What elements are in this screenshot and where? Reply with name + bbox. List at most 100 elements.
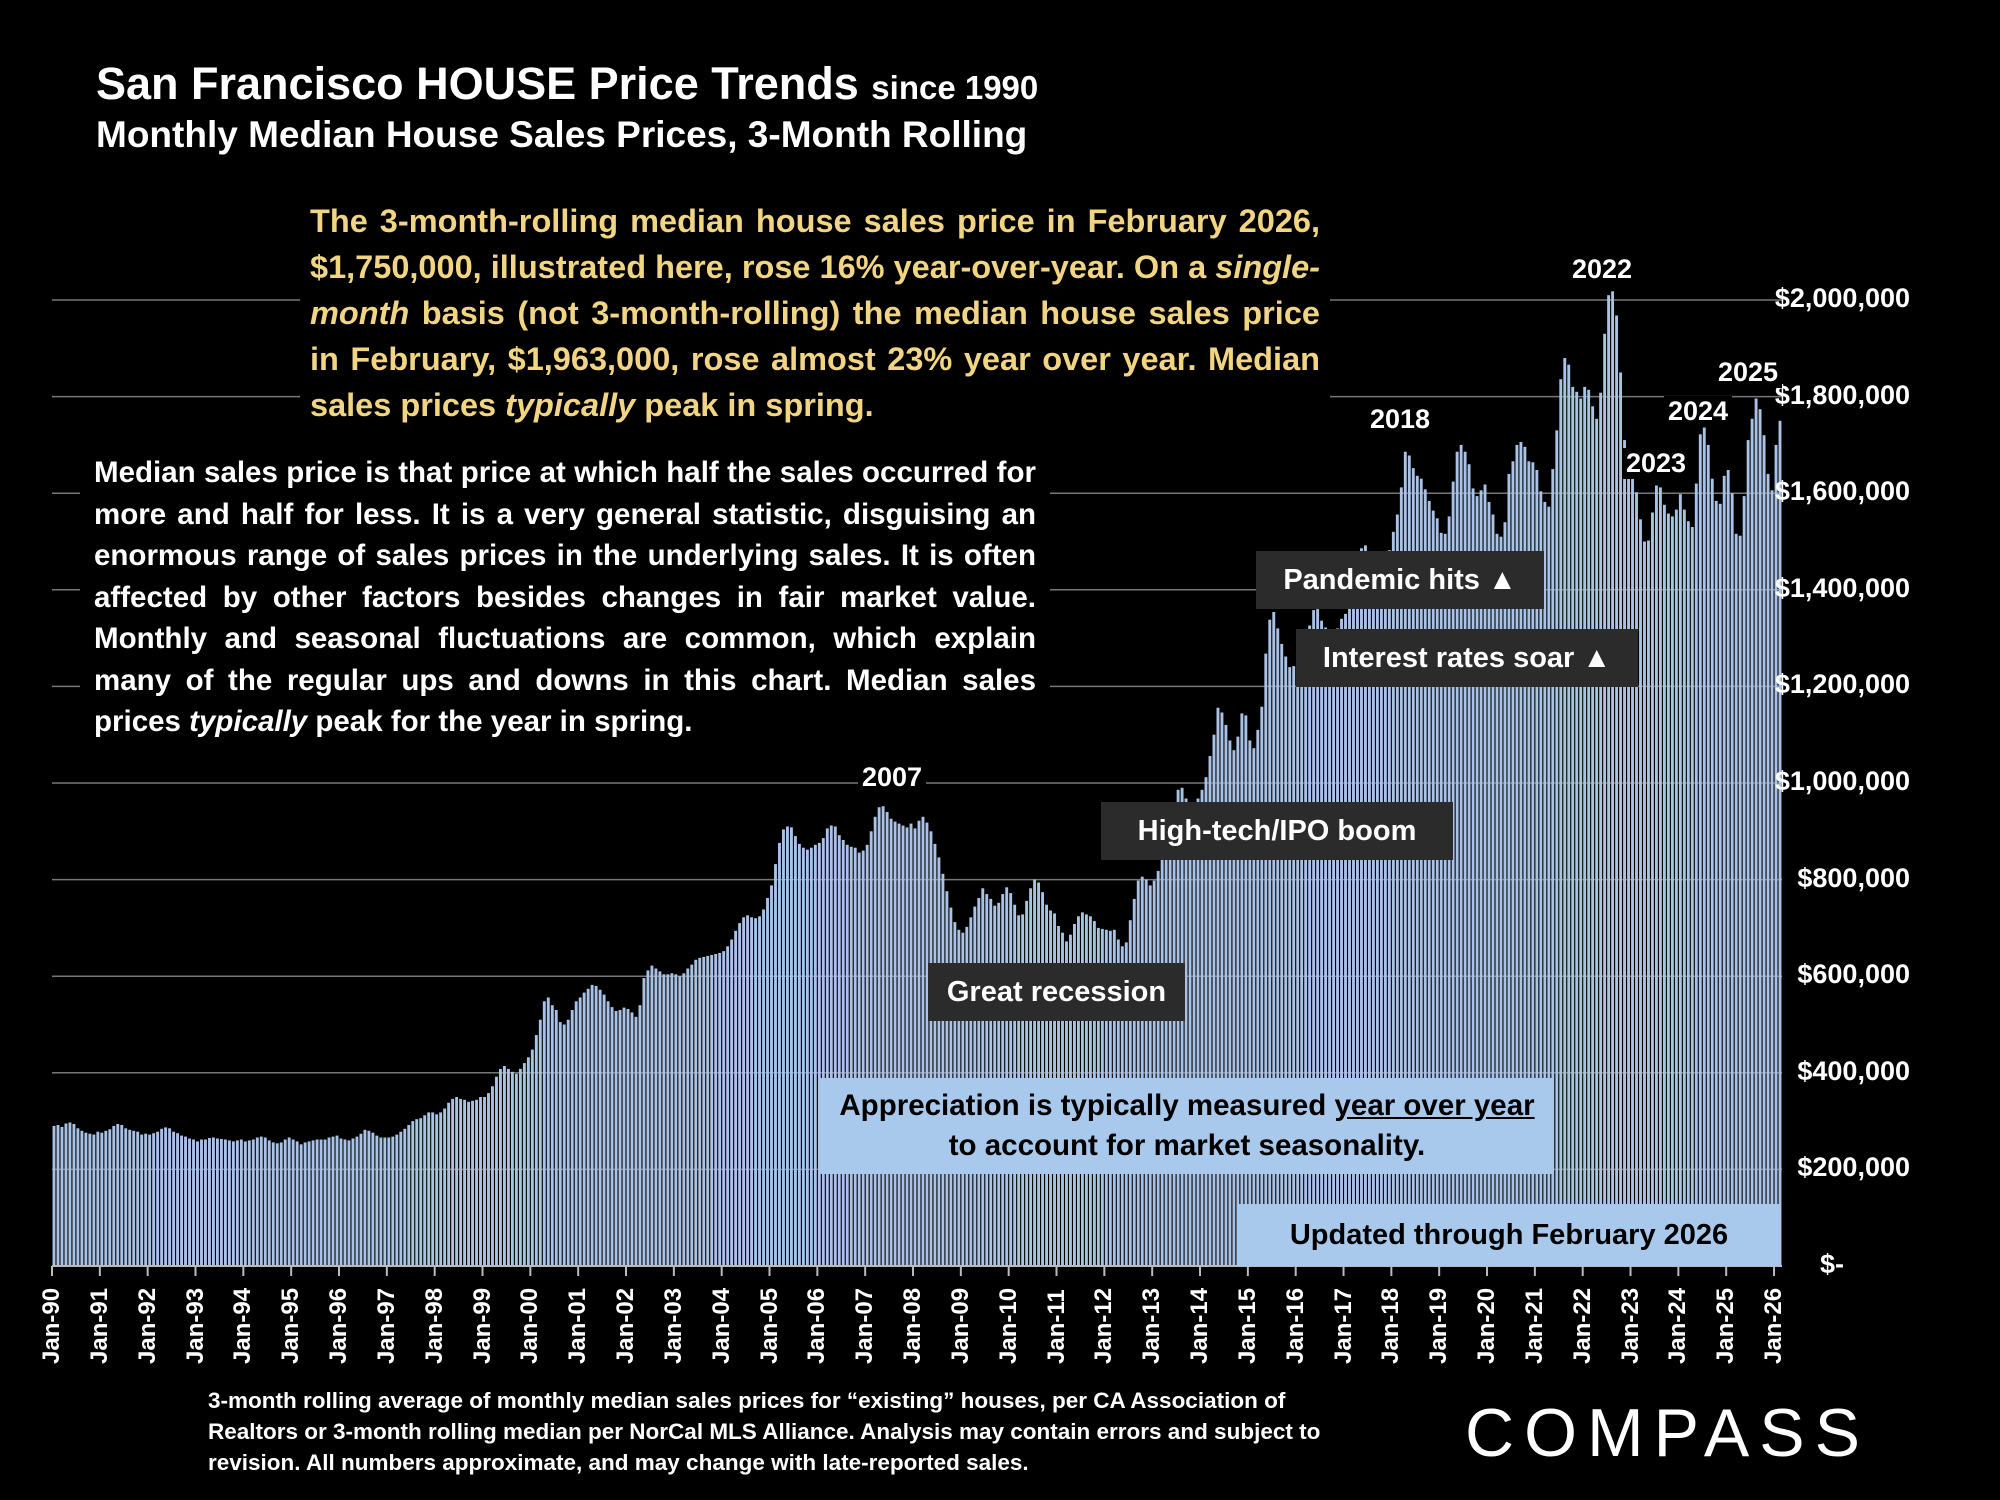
bar-month-55: [271, 1142, 275, 1266]
bar-month-180: [770, 885, 773, 1266]
bar-month-384: [1583, 386, 1587, 1266]
yellow-note-emphasis: single-month: [310, 249, 1320, 331]
bar-month-304: [1264, 653, 1268, 1266]
bar-month-360: [1487, 501, 1491, 1266]
bar-month-327: [1356, 566, 1359, 1266]
bar-month-119: [526, 1057, 530, 1266]
bar-month-5: [72, 1124, 76, 1266]
x-tick-label: Jan-26: [1760, 1287, 1788, 1364]
bar-month-199: [845, 844, 849, 1266]
bar-month-362: [1495, 533, 1499, 1266]
bar-month-342: [1415, 475, 1419, 1266]
bar-month-432: [1774, 444, 1778, 1266]
bar-month-83: [383, 1137, 387, 1266]
x-tick-label: Jan-92: [133, 1287, 161, 1364]
bar-month-380: [1567, 364, 1571, 1266]
bar-month-37: [200, 1139, 203, 1266]
bar-month-377: [1555, 430, 1559, 1266]
bar-month-246: [1033, 879, 1037, 1266]
bar-month-424: [1742, 496, 1746, 1267]
bar-month-207: [877, 807, 881, 1266]
bar-month-110: [491, 1086, 494, 1266]
bar-month-273: [1140, 876, 1144, 1266]
bar-month-299: [1244, 715, 1248, 1266]
bar-month-378: [1559, 379, 1563, 1266]
bar-month-143: [622, 1007, 626, 1266]
bar-month-280: [1168, 820, 1172, 1266]
bar-month-31: [176, 1133, 180, 1266]
bar-month-233: [981, 888, 985, 1266]
bar-month-93: [423, 1115, 427, 1266]
x-tick-label: Jan-13: [1138, 1287, 1166, 1364]
bar-month-402: [1654, 485, 1658, 1266]
bar-month-138: [602, 994, 606, 1266]
callout-great-recession: Great recession: [928, 963, 1185, 1021]
x-tick-label: Jan-03: [659, 1287, 687, 1364]
bar-month-168: [722, 951, 726, 1266]
bar-month-311: [1292, 666, 1296, 1266]
bar-month-357: [1475, 496, 1479, 1267]
bar-month-98: [443, 1108, 447, 1266]
bar-month-409: [1682, 509, 1686, 1267]
bar-month-150: [650, 965, 654, 1266]
bar-month-427: [1754, 398, 1758, 1266]
bar-month-87: [399, 1131, 403, 1266]
bar-month-312: [1296, 661, 1300, 1266]
bar-month-341: [1411, 468, 1415, 1267]
bar-month-47: [239, 1139, 243, 1266]
bar-month-369: [1523, 446, 1527, 1266]
bar-month-74: [347, 1140, 351, 1266]
bar-month-361: [1491, 514, 1495, 1266]
bar-month-429: [1762, 435, 1766, 1266]
bar-month-431: [1770, 490, 1774, 1266]
bar-month-101: [455, 1097, 459, 1266]
y-tick-label: $2,000,000: [1774, 283, 1910, 313]
bar-month-15: [112, 1125, 116, 1266]
bar-month-105: [471, 1100, 474, 1266]
bar-month-216: [913, 828, 917, 1266]
bar-month-283: [1180, 787, 1184, 1266]
bar-month-170: [730, 939, 734, 1266]
bar-month-337: [1395, 514, 1399, 1266]
bar-month-376: [1551, 469, 1555, 1267]
bar-month-163: [702, 956, 706, 1266]
bar-month-247: [1037, 882, 1041, 1266]
bar-month-10: [92, 1134, 96, 1266]
bar-month-52: [259, 1136, 263, 1266]
bar-month-145: [630, 1012, 634, 1266]
bar-month-40: [212, 1137, 215, 1266]
bar-month-404: [1662, 504, 1666, 1266]
bar-month-132: [578, 997, 582, 1266]
bar-month-30: [172, 1131, 176, 1266]
bar-month-385: [1587, 389, 1591, 1266]
title-suffix: since 1990: [871, 69, 1039, 106]
year-label-2022: 2022: [1568, 254, 1637, 285]
bar-month-175: [750, 917, 754, 1266]
bar-month-316: [1312, 610, 1316, 1266]
bar-month-400: [1647, 540, 1650, 1266]
bar-month-198: [841, 840, 845, 1266]
bar-month-379: [1563, 358, 1567, 1266]
bar-month-23: [144, 1133, 148, 1266]
year-label-2007: 2007: [858, 762, 927, 793]
bar-month-347: [1435, 518, 1439, 1266]
bar-month-179: [766, 898, 769, 1266]
bar-month-315: [1308, 625, 1312, 1266]
bar-month-129: [566, 1019, 570, 1266]
bar-month-185: [789, 827, 793, 1266]
y-tick-label: $600,000: [1797, 959, 1910, 990]
callout-interest-rates: Interest rates soar ▲: [1296, 629, 1638, 687]
bar-month-417: [1714, 500, 1718, 1266]
bar-month-177: [758, 916, 761, 1266]
yellow-note-part1: The 3-month-rolling median house sales p…: [310, 203, 1320, 285]
bar-month-35: [192, 1139, 195, 1266]
bar-month-214: [905, 827, 909, 1266]
bar-month-151: [654, 968, 658, 1266]
bar-month-46: [235, 1140, 239, 1266]
bar-month-100: [451, 1098, 455, 1266]
bar-month-167: [718, 953, 722, 1266]
bar-month-288: [1200, 789, 1204, 1266]
bar-month-191: [813, 844, 817, 1266]
bar-month-48: [243, 1141, 247, 1266]
bar-month-79: [367, 1130, 371, 1266]
